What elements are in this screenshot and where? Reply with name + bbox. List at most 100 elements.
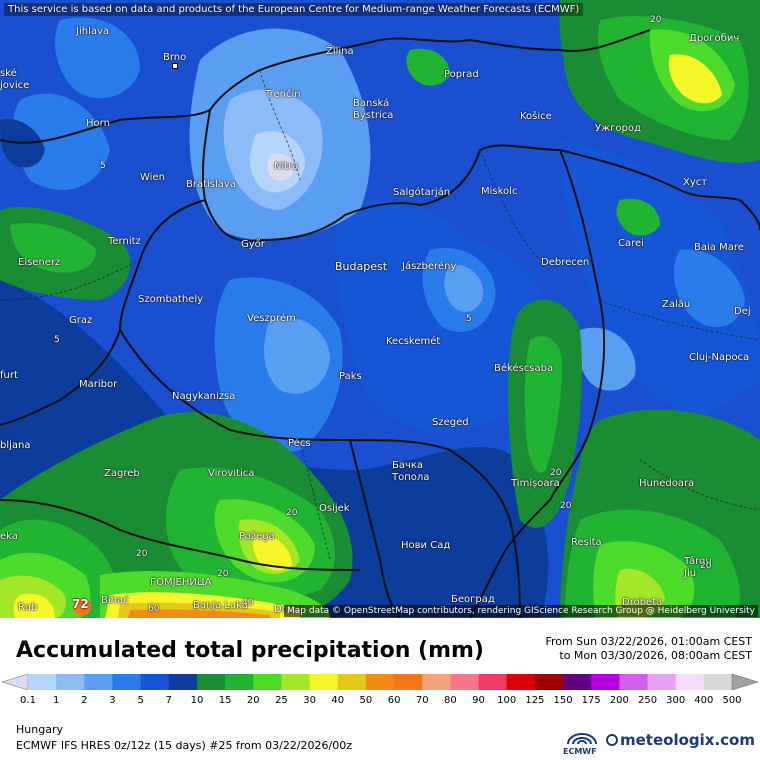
city-label: Ternitz bbox=[108, 236, 141, 247]
scale-tick-label: 90 bbox=[472, 695, 485, 706]
ecmwf-logo-label: ECMWF bbox=[563, 747, 597, 756]
legend-panel: Accumulated total precipitation (mm) Fro… bbox=[0, 618, 760, 760]
scale-tick-label: 300 bbox=[666, 695, 686, 706]
city-label: Hunedoara bbox=[639, 478, 695, 489]
city-label: Wien bbox=[140, 172, 165, 183]
scale-tick-label: 70 bbox=[415, 695, 429, 706]
precipitation-map[interactable]: This service is based on data and produc… bbox=[0, 0, 760, 618]
map-attribution[interactable]: Map data © OpenStreetMap contributors, r… bbox=[284, 605, 758, 617]
scale-swatch bbox=[56, 674, 85, 690]
city-label: Ужгород bbox=[595, 123, 641, 134]
scale-tick-label: 500 bbox=[722, 695, 742, 706]
city-label: Jászberény bbox=[402, 261, 457, 272]
scale-swatch bbox=[703, 674, 733, 690]
city-label: Poprad bbox=[444, 69, 479, 80]
brand-text: meteologix.com bbox=[620, 731, 755, 749]
scale-swatch bbox=[309, 674, 339, 690]
scale-swatch bbox=[675, 674, 705, 690]
scale-tick-label: 100 bbox=[497, 695, 517, 706]
scale-tick-label: 50 bbox=[359, 695, 373, 706]
city-label: Târgu Jiu bbox=[684, 556, 712, 579]
city-label: Győr bbox=[241, 239, 265, 250]
contour-label: 5 bbox=[466, 314, 472, 324]
scale-tick-label: 60 bbox=[387, 695, 401, 706]
scale-tick-label: 3 bbox=[109, 695, 116, 706]
scale-tick-label: 2 bbox=[81, 695, 88, 706]
region-label: Hungary bbox=[16, 723, 63, 736]
scale-tick-label: 15 bbox=[218, 695, 232, 706]
city-label: Pécs bbox=[288, 438, 311, 449]
scale-tick-label: 40 bbox=[331, 695, 345, 706]
city-label: Nitra bbox=[274, 161, 299, 172]
scale-swatch bbox=[534, 674, 564, 690]
city-label: Szeged bbox=[432, 417, 469, 428]
city-label: ГОМЈЕНИЦА bbox=[150, 577, 212, 588]
edge-label: Rab bbox=[18, 602, 38, 613]
color-scale-bar bbox=[1, 673, 759, 691]
scale-tick-label: 5 bbox=[137, 695, 144, 706]
scale-tick-label: 80 bbox=[444, 695, 457, 706]
city-label: Békéscsaba bbox=[494, 363, 554, 374]
city-label: Zagreb bbox=[104, 468, 140, 479]
city-label: Cluj-Napoca bbox=[689, 352, 750, 363]
scale-tick-label: 200 bbox=[609, 695, 629, 706]
city-label: Zalău bbox=[662, 299, 691, 310]
scale-swatch bbox=[619, 674, 649, 690]
scale-swatch bbox=[140, 674, 170, 690]
scale-ticks: 0.1 1 2 3 5 7 10 15 20 25 30 40 50 60 70 80 90 100 125 150 1… bbox=[0, 695, 760, 709]
scale-tick-label: 30 bbox=[303, 695, 316, 706]
city-label: Maribor bbox=[79, 379, 118, 390]
contour-label: 20 bbox=[550, 468, 562, 478]
scale-tick-label: 175 bbox=[581, 695, 601, 706]
contour-label: 20 bbox=[700, 561, 712, 571]
city-label: Бачка Топола bbox=[392, 460, 430, 483]
contour-label: 5 bbox=[54, 335, 60, 345]
city-label: Debrecen bbox=[541, 257, 590, 268]
edge-label: Dej bbox=[734, 306, 751, 317]
city-label: Banja Luka bbox=[193, 600, 248, 611]
ecmwf-notice: This service is based on data and produc… bbox=[4, 3, 584, 16]
city-label: Београд bbox=[451, 594, 495, 605]
city-marker bbox=[172, 63, 178, 69]
city-label: Virovitica bbox=[208, 468, 255, 479]
scale-swatch bbox=[422, 674, 451, 690]
scale-swatch bbox=[450, 674, 480, 690]
scale-swatch bbox=[337, 674, 367, 690]
city-label: Nagykanizsa bbox=[172, 391, 236, 402]
city-label: Osijek bbox=[319, 503, 350, 514]
city-label: Brno bbox=[163, 52, 187, 63]
contour-label: 20 bbox=[560, 501, 572, 511]
scale-swatch bbox=[394, 674, 423, 690]
scale-tick-label: 10 bbox=[190, 695, 204, 706]
valid-from: From Sun 03/22/2026, 01:00am CEST bbox=[545, 635, 752, 648]
city-label: Košice bbox=[520, 111, 552, 122]
meteologix-brand[interactable]: meteologix.com bbox=[606, 731, 755, 749]
scale-tick-label: 1 bbox=[52, 695, 60, 706]
ecmwf-logo-icon bbox=[567, 733, 597, 745]
contour-label: 60 bbox=[148, 604, 160, 614]
scale-swatch bbox=[365, 674, 395, 690]
scale-swatch bbox=[647, 674, 677, 690]
city-label: Budapest bbox=[335, 260, 388, 273]
contour-label: 20 bbox=[650, 15, 662, 25]
city-label: Bihać bbox=[101, 595, 129, 606]
scale-tick-label: 150 bbox=[553, 695, 573, 706]
precip-field bbox=[0, 0, 760, 618]
scale-swatch bbox=[168, 674, 198, 690]
scale-swatch bbox=[253, 674, 282, 690]
max-value-marker: 72 bbox=[72, 597, 89, 611]
scale-tick-label: 125 bbox=[525, 695, 545, 706]
valid-period: From Sun 03/22/2026, 01:00am CEST to Mon… bbox=[545, 635, 752, 663]
scale-tick-label: 7 bbox=[165, 695, 172, 706]
city-label: Reșița bbox=[571, 537, 602, 548]
city-label: Paks bbox=[339, 371, 362, 382]
edge-label: eka bbox=[0, 531, 18, 542]
scale-swatch bbox=[84, 674, 113, 690]
scale-swatch bbox=[281, 674, 311, 690]
city-label: Timișoara bbox=[511, 478, 560, 489]
city-label: Žilina bbox=[326, 46, 354, 57]
city-label: Miskolc bbox=[481, 186, 518, 197]
scale-tick-label: 0.1 bbox=[20, 695, 36, 706]
city-label: Carei bbox=[618, 238, 644, 249]
city-label: Horn bbox=[86, 118, 110, 129]
